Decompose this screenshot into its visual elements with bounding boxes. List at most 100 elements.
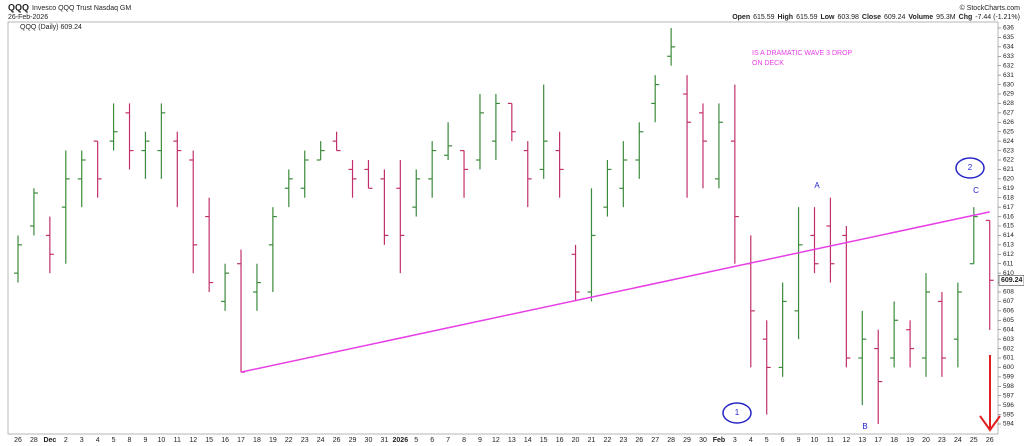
y-tick-label: 635 (1003, 34, 1014, 41)
symbol: QQQ (8, 2, 29, 12)
y-tick-label: 606 (1003, 308, 1014, 315)
quote-label: High (778, 14, 794, 21)
wave-label: B (862, 422, 867, 431)
x-tick-label: 4 (749, 437, 753, 444)
x-tick-label: 13 (858, 437, 866, 444)
y-tick-label: 612 (1003, 251, 1014, 258)
y-tick-label: 613 (1003, 242, 1014, 249)
quote-label: Volume (908, 14, 933, 21)
last-price-box (998, 275, 1024, 286)
trendline (240, 211, 990, 373)
x-tick-label: 19 (906, 437, 914, 444)
x-tick-label: 4 (96, 437, 100, 444)
y-tick-label: 622 (1003, 157, 1014, 164)
x-tick-label: 23 (301, 437, 309, 444)
x-tick-label: 22 (285, 437, 293, 444)
x-tick-label: 30 (699, 437, 707, 444)
wave-circle (955, 157, 985, 179)
x-tick-label: Dec (43, 437, 56, 444)
y-tick-label: 600 (1003, 364, 1014, 371)
y-tick-label: 623 (1003, 147, 1014, 154)
x-tick-label: 11 (827, 437, 834, 444)
y-tick-label: 627 (1003, 110, 1014, 117)
y-tick-label: 632 (1003, 62, 1014, 69)
x-tick-label: 3 (733, 437, 737, 444)
x-tick-label: 21 (588, 437, 596, 444)
x-tick-label: 16 (556, 437, 564, 444)
quote-label: Close (862, 14, 881, 21)
quote-label: Chg (959, 14, 973, 21)
y-tick-label: 605 (1003, 317, 1014, 324)
x-tick-label: 7 (446, 437, 450, 444)
x-tick-label: 25 (970, 437, 978, 444)
quote-value: 95.3M (936, 14, 956, 21)
x-tick-label: 15 (540, 437, 548, 444)
wave-label: C (973, 186, 979, 195)
x-tick-label: 20 (572, 437, 580, 444)
x-tick-label: 15 (205, 437, 213, 444)
last-price-label: 609.24 (1001, 277, 1023, 284)
note-line: ON DECK (752, 60, 784, 67)
quote-value: 609.24 (884, 14, 906, 21)
x-tick-label: 26 (333, 437, 341, 444)
y-tick-label: 603 (1003, 336, 1014, 343)
wave-label: 1 (735, 408, 740, 417)
y-tick-label: 634 (1003, 44, 1014, 51)
y-tick-label: 615 (1003, 223, 1014, 230)
y-tick-label: 620 (1003, 176, 1014, 183)
wave-label: A (814, 181, 820, 190)
x-tick-label: 18 (253, 437, 261, 444)
x-tick-label: 26 (635, 437, 643, 444)
x-tick-label: 23 (938, 437, 946, 444)
y-tick-label: 608 (1003, 289, 1014, 296)
quote: Open 615.59 High 615.59 Low 603.98 Close 609.24… (732, 14, 1020, 21)
y-tick-label: 626 (1003, 119, 1014, 126)
x-tick-label: 9 (478, 437, 482, 444)
x-tick-label: 12 (842, 437, 850, 444)
y-tick-label: 617 (1003, 204, 1014, 211)
y-tick-label: 636 (1003, 25, 1014, 32)
x-tick-label: 20 (922, 437, 930, 444)
x-tick-label: 13 (508, 437, 516, 444)
x-tick-label: 5 (414, 437, 418, 444)
wave-circle (722, 402, 752, 424)
x-tick-label: 27 (651, 437, 659, 444)
x-tick-label: 22 (604, 437, 612, 444)
copyright: © StockCharts.com (960, 4, 1021, 12)
x-tick-label: 12 (189, 437, 197, 444)
x-tick-label: 2026 (393, 437, 409, 444)
note-line: IS A DRAMATIC WAVE 3 DROP (752, 50, 853, 57)
y-tick-label: 633 (1003, 53, 1014, 60)
x-tick-label: 11 (174, 437, 181, 444)
y-tick-label: 598 (1003, 383, 1014, 390)
x-tick-label: 26 (14, 437, 22, 444)
x-tick-label: 8 (462, 437, 466, 444)
security-name: Invesco QQQ Trust Nasdaq GM (32, 5, 131, 12)
quote-label: Open (732, 14, 750, 21)
x-tick-label: 6 (430, 437, 434, 444)
legend: QQQ (Daily) 609.24 (20, 24, 82, 31)
quote-value: 615.59 (753, 14, 775, 21)
y-tick-label: 625 (1003, 128, 1014, 135)
y-tick-label: 629 (1003, 91, 1014, 98)
y-tick-label: 594 (1003, 421, 1014, 428)
x-tick-label: 17 (874, 437, 882, 444)
y-tick-label: 630 (1003, 81, 1014, 88)
down-arrow (979, 355, 1001, 432)
x-tick-label: 12 (492, 437, 500, 444)
x-tick-label: 5 (765, 437, 769, 444)
y-tick-label: 601 (1003, 355, 1014, 362)
x-tick-label: 18 (890, 437, 898, 444)
x-tick-label: 10 (157, 437, 165, 444)
y-tick-label: 616 (1003, 213, 1014, 220)
y-tick-label: 596 (1003, 402, 1014, 409)
y-tick-label: 621 (1003, 166, 1014, 173)
x-tick-label: 26 (986, 437, 994, 444)
x-tick-label: 28 (30, 437, 38, 444)
x-tick-label: 8 (128, 437, 132, 444)
y-tick-label: 614 (1003, 232, 1014, 239)
x-tick-label: 24 (954, 437, 962, 444)
x-tick-label: 9 (797, 437, 801, 444)
quote-value: 615.59 (796, 14, 818, 21)
